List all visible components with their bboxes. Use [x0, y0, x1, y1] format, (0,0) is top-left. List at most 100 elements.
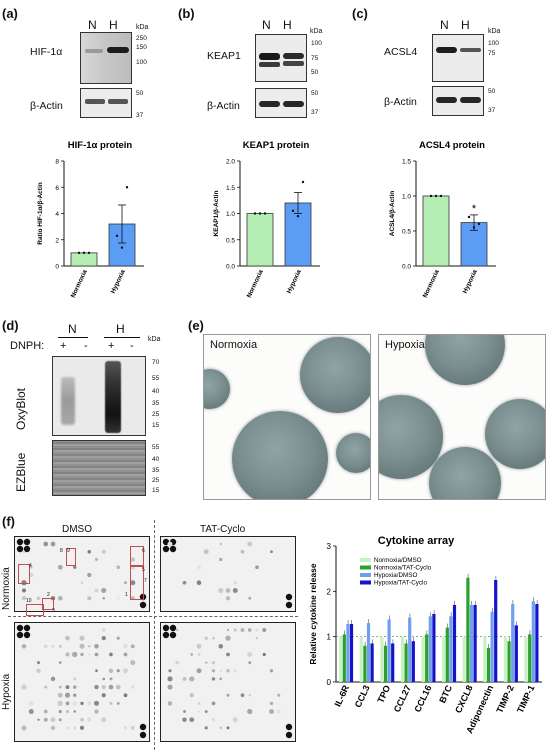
- array-spot: [130, 660, 136, 666]
- reference-spot: [162, 624, 170, 632]
- bar-cxcl8: [466, 577, 470, 682]
- box-number-7: 7: [144, 578, 147, 584]
- lane-label-h: H: [283, 18, 292, 32]
- array-spot: [130, 557, 135, 562]
- row-label-wrap-normoxia: Normoxia: [0, 540, 14, 610]
- marker-150: 150: [136, 44, 147, 51]
- marker-75: 75: [311, 55, 319, 62]
- reference-spot: [16, 631, 24, 639]
- array-spot: [233, 669, 237, 673]
- array-spot: [182, 676, 187, 681]
- spheroid-3: [485, 399, 545, 469]
- oxyblot-label-wrap: OxyBlot: [14, 372, 28, 432]
- bar-btc: [449, 616, 453, 682]
- panel-label-b: (b): [178, 6, 195, 21]
- array-spot: [72, 701, 78, 706]
- acsl4-band-h: [460, 48, 481, 52]
- box-number-5: 5: [142, 567, 145, 573]
- data-point: [296, 214, 300, 218]
- data-point: [429, 194, 433, 198]
- array-spot: [36, 596, 41, 601]
- array-spot: [211, 669, 216, 673]
- data-point: [125, 186, 129, 189]
- x-tick-label: Hypoxia: [462, 269, 479, 295]
- array-spot: [211, 718, 216, 722]
- array-spot: [72, 651, 78, 658]
- array-spot: [73, 677, 77, 681]
- marker-250: 250: [136, 35, 147, 42]
- x-tick-label: Normoxia: [246, 269, 265, 299]
- array-spot: [51, 644, 55, 648]
- spheroid-4: [336, 433, 370, 473]
- array-spot: [64, 692, 71, 698]
- box-number-9: 9: [67, 548, 70, 554]
- bar-ccl16: [428, 616, 432, 682]
- array-spot: [168, 669, 172, 673]
- array-spot: [57, 564, 63, 570]
- highlight-box-5-1: [130, 566, 144, 600]
- oxyblot-smear-h: [105, 361, 121, 433]
- bar-ccl27: [404, 643, 408, 682]
- actin-blot-a: [80, 88, 132, 118]
- array-spot: [232, 588, 238, 593]
- bar-ccl16: [425, 634, 429, 682]
- array-membrane: [14, 622, 150, 742]
- x-tick-label: CCL16: [412, 684, 433, 714]
- col-label-dmso: DMSO: [62, 524, 92, 535]
- array-spot: [36, 661, 41, 665]
- array-spot: [73, 726, 77, 730]
- spheroid-2: [232, 411, 328, 499]
- bar-il-6r: [339, 636, 343, 682]
- data-point: [115, 234, 119, 238]
- array-spot: [218, 644, 224, 649]
- array-spot: [233, 628, 237, 632]
- bar-normoxia: [422, 195, 450, 267]
- x-tick-label: Hypoxia: [110, 269, 127, 295]
- ez-marker-25: 25: [152, 477, 160, 484]
- array-spot: [101, 549, 106, 554]
- array-spot: [101, 717, 107, 723]
- array-spot: [101, 693, 106, 698]
- array-spot: [123, 726, 128, 730]
- bar-ccl3: [359, 636, 363, 682]
- array-spot: [101, 685, 106, 690]
- marker-50: 50: [311, 69, 319, 76]
- array-spot: [167, 701, 173, 706]
- bar-il-6r: [342, 634, 346, 682]
- array-spot: [94, 588, 99, 593]
- y-tick-label: 1.0: [402, 194, 411, 201]
- y-tick-label: 0: [327, 678, 332, 687]
- array-spot: [123, 644, 128, 649]
- array-spot: [79, 643, 85, 649]
- y-axis-label: Relative cytokine release: [308, 563, 318, 664]
- array-spot: [29, 565, 33, 569]
- array-spot: [43, 644, 48, 649]
- oxy-marker-55: 55: [152, 375, 160, 382]
- legend-entry: Normoxia/DMSO: [374, 557, 422, 564]
- keap1-band-n-upper: [259, 53, 280, 60]
- marker-50: 50: [311, 90, 319, 97]
- array-spot: [93, 700, 100, 706]
- y-tick-label: 0.0: [402, 264, 411, 271]
- bar-btc: [445, 627, 449, 682]
- bar-ccl16: [421, 636, 425, 682]
- y-axis-label: Ratio HIF-1α/β-Actin: [37, 182, 44, 245]
- lane-label-h: H: [461, 18, 470, 32]
- loading-label-actin: β-Actin: [30, 100, 63, 112]
- actin-blot-c: [432, 86, 484, 116]
- array-spot: [50, 676, 56, 682]
- x-tick-label: TIMP-2: [494, 684, 516, 715]
- array-spot: [87, 572, 92, 578]
- array-spot: [80, 717, 84, 722]
- array-spot: [167, 541, 173, 547]
- array-spot: [116, 669, 120, 673]
- data-point: [82, 251, 86, 255]
- bar-cxcl8: [462, 636, 466, 682]
- array-spot: [219, 669, 223, 673]
- y-tick-label: 1: [327, 633, 332, 642]
- data-point: [253, 212, 257, 215]
- y-tick-label: 2: [327, 587, 332, 596]
- x-tick-label: CXCL8: [453, 684, 475, 715]
- panel-label-f: (f): [2, 514, 15, 529]
- oxyblot-membrane: [52, 356, 146, 436]
